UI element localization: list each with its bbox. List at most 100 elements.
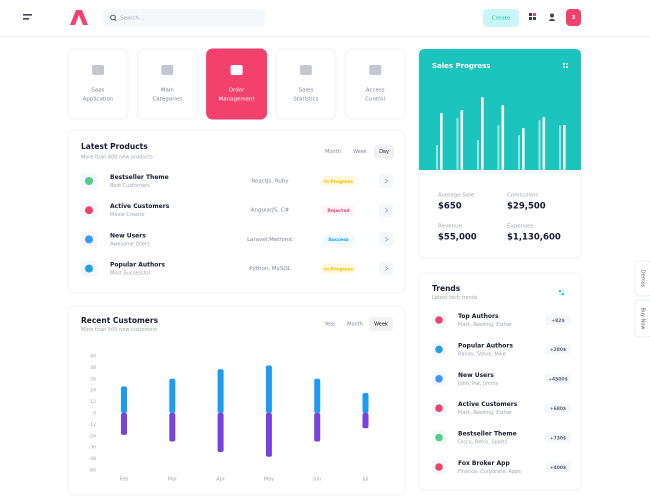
progress-bar	[501, 105, 505, 170]
product-name: Bestseller Theme	[110, 174, 169, 181]
trend-name: Bestseller Theme	[458, 431, 517, 438]
status-label: In Progress	[324, 179, 353, 185]
trend-icon	[435, 345, 443, 354]
progress-bar	[477, 140, 479, 170]
progress-bar	[559, 125, 561, 170]
tile[interactable]	[206, 48, 268, 120]
y-tick-label: -48	[89, 456, 96, 462]
row-action-arrow	[384, 178, 389, 184]
tab-active[interactable]	[369, 317, 393, 331]
status-badge	[322, 234, 355, 245]
trend-value: +82$	[551, 318, 564, 324]
menu-dot	[559, 290, 561, 292]
side-tab[interactable]	[634, 260, 650, 297]
row-action[interactable]	[379, 203, 393, 218]
apps-icon[interactable]	[529, 13, 536, 20]
tile-label: Saas	[91, 88, 104, 94]
row-action-arrow	[384, 237, 389, 242]
tile[interactable]	[275, 48, 337, 120]
tile-icon	[92, 65, 104, 75]
tile-label: Main	[161, 88, 175, 94]
user-head	[550, 13, 554, 18]
notification-badge[interactable]	[566, 9, 581, 26]
menu-dot	[559, 293, 561, 295]
row-action[interactable]	[379, 261, 393, 276]
trend-name: Active Customers	[458, 401, 518, 408]
bar	[169, 378, 176, 413]
tab: Month	[347, 322, 363, 328]
user-body	[548, 18, 556, 21]
bar	[265, 365, 272, 413]
tile-icon	[161, 65, 174, 75]
product-desc: Best Customers	[110, 183, 150, 189]
x-tick-label: Apr	[216, 477, 226, 483]
product-name: New Users	[110, 232, 146, 239]
y-tick-label: 48	[90, 365, 96, 371]
search-box[interactable]	[103, 9, 265, 27]
progress-bar	[460, 110, 464, 170]
trend-badge	[545, 432, 571, 443]
bar	[314, 413, 321, 442]
stat-value: $29,500	[507, 202, 546, 212]
product-tech: Python, MySQL	[249, 266, 291, 272]
row-action[interactable]	[379, 174, 393, 188]
tile-icon	[369, 65, 382, 75]
bar	[362, 413, 369, 429]
tab-active[interactable]	[374, 144, 394, 159]
product-desc: Movie Creator	[110, 212, 146, 218]
row-action[interactable]	[379, 232, 393, 247]
tile-icon	[299, 65, 312, 75]
product-name: Active Customers	[110, 203, 170, 210]
stat-label: Expenses	[507, 224, 533, 230]
product-desc: Awesome Users	[110, 241, 150, 247]
trend-name: Top Authors	[458, 313, 499, 320]
side-tab-label: Demos	[640, 270, 646, 288]
card-subtitle: Latest tech trends	[432, 295, 478, 301]
status-label: Rejected	[327, 208, 349, 214]
tile-label: Access	[366, 88, 385, 94]
tile[interactable]	[344, 48, 406, 120]
product-tech: AngularJS, C#	[251, 208, 290, 214]
menu-toggle[interactable]	[23, 14, 32, 20]
menu-dot	[562, 290, 564, 292]
bar	[314, 378, 321, 413]
tab: Week	[374, 322, 388, 328]
bar	[217, 369, 224, 413]
status-label: Success	[328, 237, 349, 243]
trend-icon	[435, 463, 443, 471]
card-title: Sales Progress	[432, 62, 490, 70]
card-menu[interactable]	[559, 290, 564, 295]
tile[interactable]	[67, 48, 129, 120]
trend-value: +680$	[550, 406, 566, 412]
tile[interactable]	[136, 48, 198, 120]
progress-bar	[563, 125, 566, 170]
progress-bar	[538, 120, 541, 170]
trend-badge	[545, 462, 571, 472]
bar	[169, 413, 176, 442]
side-tab[interactable]	[634, 299, 650, 338]
card-title: Recent Customers	[81, 316, 159, 325]
menu-dot	[562, 293, 564, 295]
apps-dot	[533, 13, 536, 16]
card-menu[interactable]	[563, 63, 568, 68]
progress-bar	[522, 128, 525, 170]
progress-bar	[497, 125, 500, 170]
apps-dot	[529, 13, 532, 16]
search-icon	[114, 18, 117, 22]
trend-value: +400$	[550, 465, 566, 471]
y-tick-label: 12	[90, 399, 96, 405]
y-tick-label: -36	[89, 445, 96, 451]
user-icon[interactable]	[548, 13, 556, 22]
trend-desc: Mark, Rowling, Esther	[458, 322, 513, 328]
progress-bar	[440, 113, 443, 170]
create-button[interactable]	[483, 9, 519, 27]
y-tick-label: 0	[93, 411, 96, 417]
card-title: Trends	[432, 284, 461, 293]
y-tick-label: 36	[90, 376, 96, 382]
stat-label: Average Sale	[438, 193, 475, 199]
status-label: In Progress	[324, 266, 353, 272]
trend-desc: John, Pat, Jimmy	[457, 381, 499, 387]
menu-dot	[566, 66, 568, 68]
logo[interactable]	[70, 10, 88, 25]
